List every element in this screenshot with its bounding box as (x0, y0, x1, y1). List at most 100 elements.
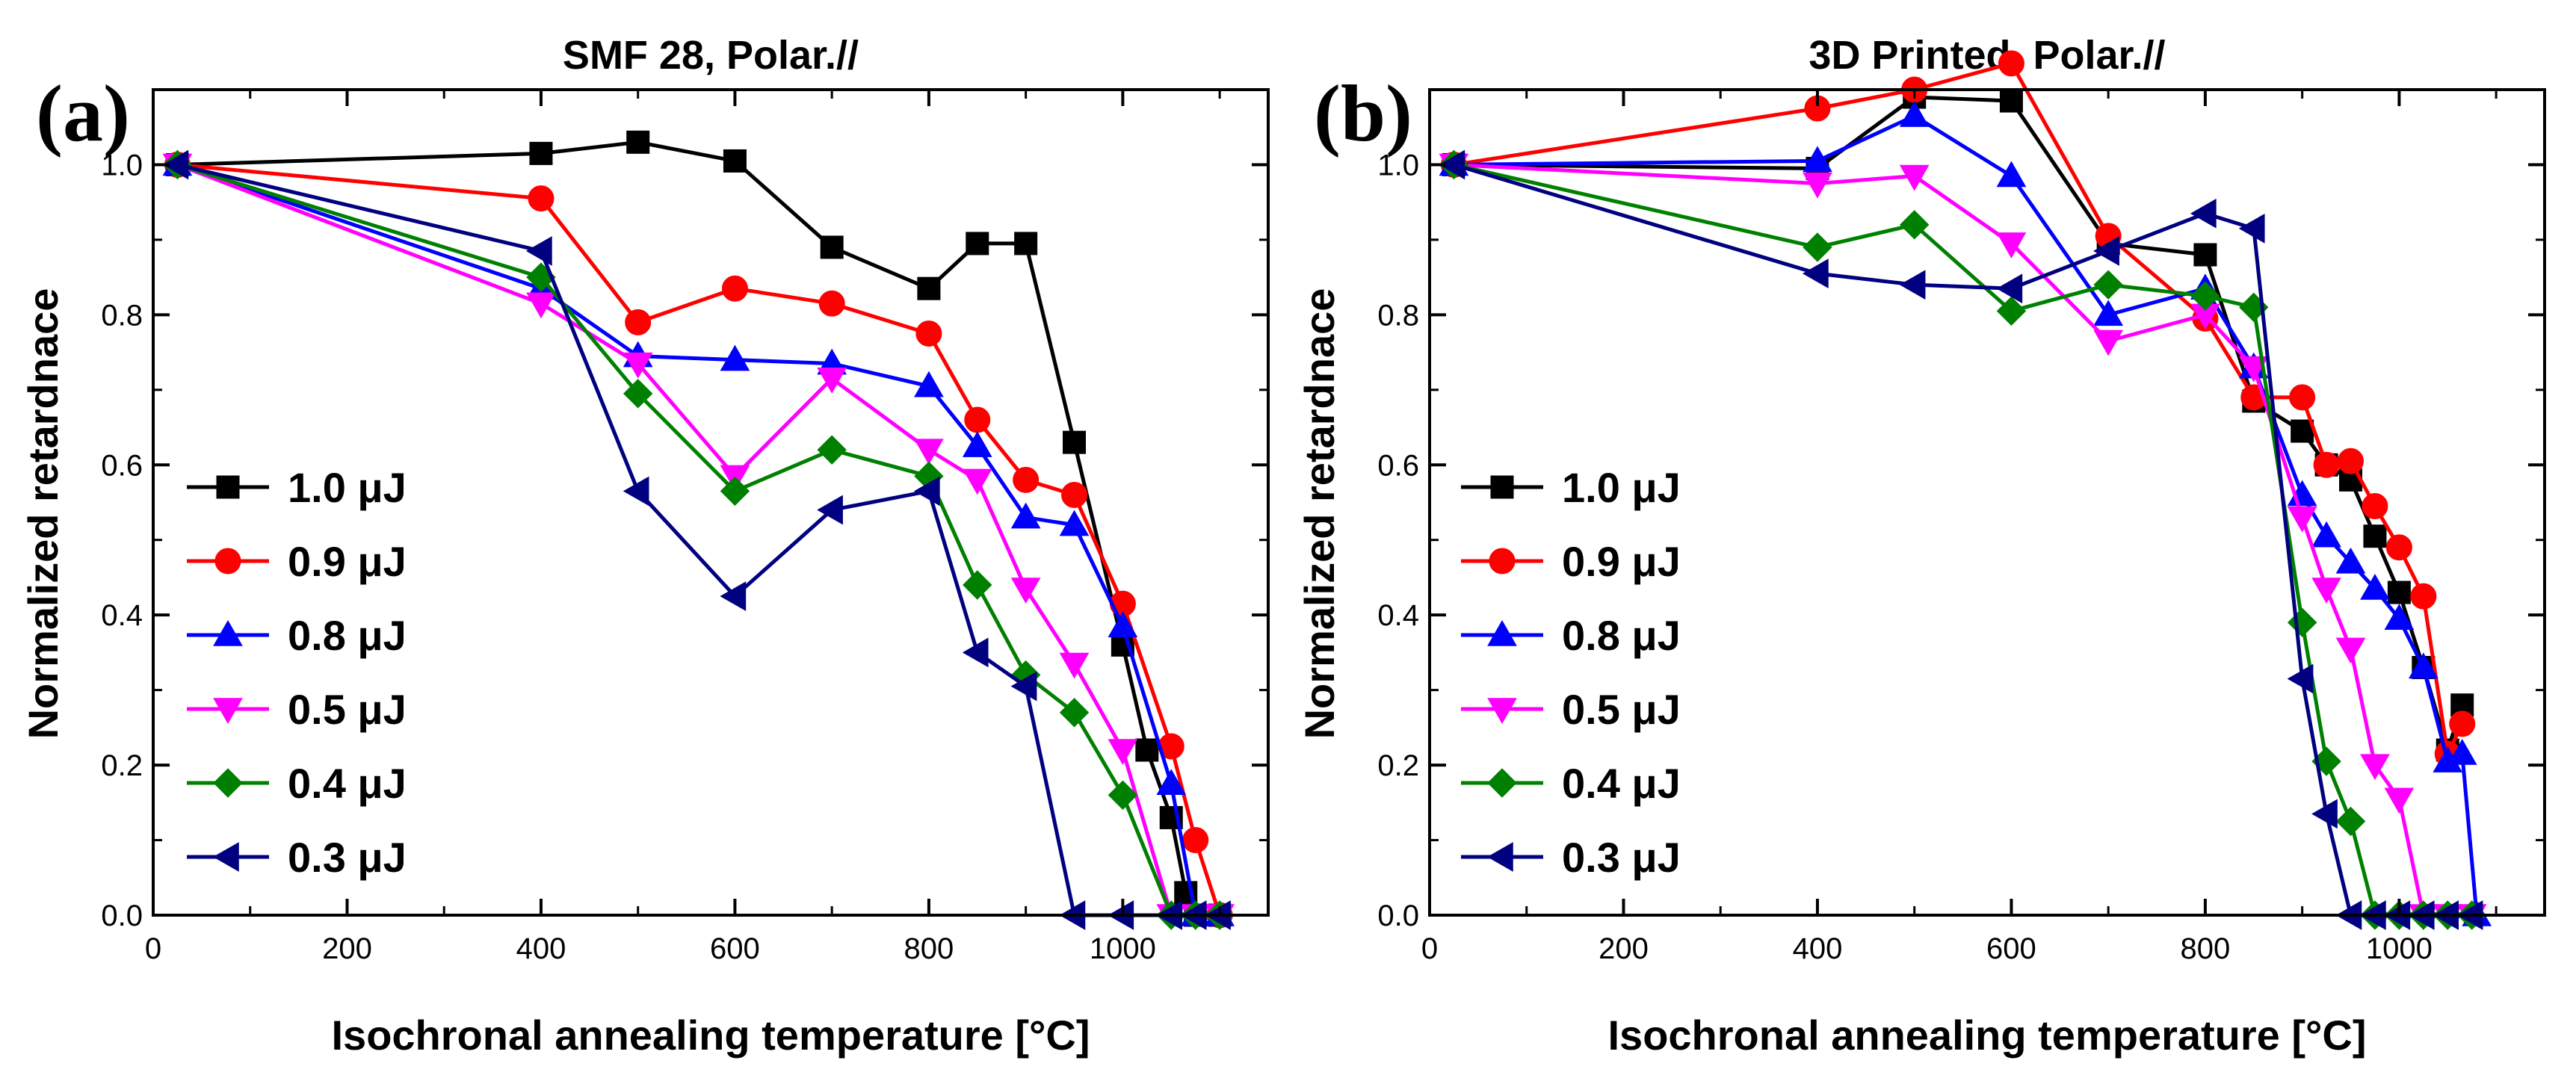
data-point (2362, 493, 2388, 520)
x-tick-label: 600 (710, 932, 760, 965)
series-0.9-uJ (1440, 50, 2476, 767)
data-point (1998, 50, 2024, 77)
legend-item: 0.8 μJ (1461, 612, 1681, 659)
y-tick-label: 0.2 (101, 749, 143, 782)
data-point (529, 141, 553, 165)
legend-marker (213, 768, 243, 798)
legend-marker (1486, 842, 1513, 872)
data-point (525, 236, 552, 266)
legend-label: 0.9 μJ (1562, 538, 1681, 585)
data-point (913, 476, 940, 507)
legend-marker (1487, 698, 1517, 725)
data-point (962, 637, 989, 668)
data-point (1996, 296, 2027, 326)
y-tick-label: 0.6 (101, 449, 143, 482)
panel-label: (b) (1314, 69, 1412, 158)
data-point (2311, 577, 2341, 604)
data-point (720, 476, 750, 507)
legend-item: 1.0 μJ (1461, 464, 1681, 511)
data-point (1108, 611, 1138, 637)
legend-marker (212, 842, 239, 872)
x-tick-label: 0 (145, 932, 161, 965)
data-point (2311, 799, 2338, 829)
legend-marker (1487, 619, 1517, 646)
y-tick-label: 0.0 (101, 899, 143, 932)
data-point (2311, 521, 2341, 548)
data-point (2238, 213, 2265, 244)
data-point (2360, 574, 2390, 600)
legend-label: 0.9 μJ (288, 538, 407, 585)
data-point (2093, 329, 2124, 356)
data-point (817, 495, 843, 525)
data-point (1059, 510, 1090, 536)
data-point (1010, 671, 1037, 702)
data-point (1439, 149, 1465, 180)
data-point (1996, 161, 2027, 188)
data-point (2447, 739, 2477, 765)
data-point (1803, 146, 1832, 173)
data-point (2190, 281, 2220, 311)
legend: 1.0 μJ 0.9 μJ 0.8 μJ 0.5 μJ 0.4 μJ 0.3 μJ (1461, 464, 1681, 881)
data-point (1899, 101, 1930, 127)
legend-label: 0.4 μJ (288, 760, 407, 807)
data-point (820, 235, 844, 259)
data-point (1802, 258, 1829, 288)
y-tick-label: 0.8 (1377, 299, 1419, 332)
y-tick-label: 0.0 (1377, 899, 1419, 932)
legend-label: 0.8 μJ (1562, 612, 1681, 659)
chart-panel-a: (a) SMF 28, Polar.// 0 200 400 600 800 1000 0.0 0… (19, 33, 1270, 1059)
data-point (2313, 451, 2340, 478)
data-point (623, 476, 649, 507)
data-point (2408, 652, 2438, 679)
data-point (1899, 270, 1926, 300)
x-tick-label: 0 (1421, 932, 1438, 965)
y-axis-label: Normalized retardnace (1296, 288, 1343, 740)
legend-label: 0.5 μJ (288, 686, 407, 733)
series-1.0-uJ (1442, 85, 2474, 762)
data-point (2287, 663, 2314, 694)
data-point (2335, 806, 2366, 837)
data-point (1063, 430, 1087, 454)
data-point (1061, 481, 1088, 508)
data-point (1996, 232, 2027, 258)
data-point (623, 379, 653, 409)
legend-label: 0.8 μJ (288, 612, 407, 659)
y-tick-label: 0.4 (1377, 599, 1419, 632)
legend-item: 0.5 μJ (187, 686, 407, 733)
chart-panel-b: (b)3D Printed, Polar.//0 200 400 600 800 1000… (1296, 33, 2546, 1059)
data-point (2335, 547, 2366, 574)
data-point (162, 149, 189, 180)
data-point (526, 292, 556, 319)
plot-frame (152, 88, 1270, 917)
data-point (1010, 502, 1041, 529)
data-point (2449, 710, 2476, 737)
data-point (964, 406, 991, 433)
plot-frame (1428, 88, 2546, 917)
legend-item: 0.8 μJ (187, 612, 407, 659)
data-point (963, 570, 992, 600)
y-tick-label: 0.6 (1377, 449, 1419, 482)
legend-label: 0.3 μJ (288, 834, 407, 881)
y-tick-label: 1.0 (1377, 149, 1419, 182)
data-point (1135, 738, 1159, 762)
y-axis-label: Normalized retardnace (19, 288, 67, 740)
data-point (626, 130, 650, 154)
data-point (962, 468, 992, 495)
data-point (2093, 300, 2124, 326)
legend-label: 1.0 μJ (288, 464, 407, 511)
legend-marker (1489, 548, 1516, 575)
data-point (2384, 787, 2415, 814)
data-point (2289, 384, 2316, 411)
x-axis-label: Isochronal annealing temperature [°C] (331, 1012, 1090, 1059)
legend-marker (1487, 768, 1517, 798)
legend-label: 0.4 μJ (1562, 760, 1681, 807)
data-point (1108, 739, 1138, 766)
legend-marker (213, 619, 243, 646)
data-point (1996, 273, 2023, 304)
legend-label: 1.0 μJ (1562, 464, 1681, 511)
data-point (914, 371, 944, 397)
y-tick-label: 0.8 (101, 299, 143, 332)
legend-item: 0.3 μJ (1461, 834, 1681, 881)
data-point (2360, 754, 2390, 781)
